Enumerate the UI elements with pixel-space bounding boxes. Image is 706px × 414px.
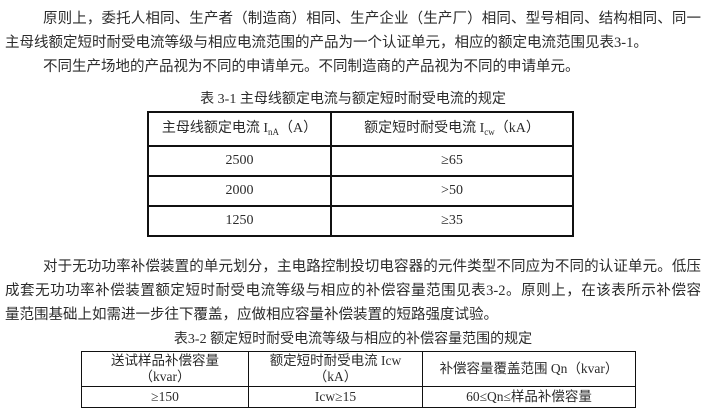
header-cell-icw: 额定短时耐受电流 Icw （kA）	[248, 351, 423, 387]
paragraph-unit-rules: 原则上，委托人相同、生产者（制造商）相同、生产企业（生产厂）相同、型号相同、结构…	[5, 7, 701, 55]
paragraph-line: 对于无功功率补偿装置的单元划分，主电路控制投切电容器的元件类型不同应为不同的认证…	[43, 259, 701, 275]
table-row: 1250 ≥35	[147, 205, 574, 237]
header-text: 额定短时耐受电流 Icw	[269, 353, 402, 368]
header-text: 送试样品补偿容量	[111, 353, 219, 368]
cell-withstand-current: ≥65	[330, 145, 574, 177]
table-header-row: 送试样品补偿容量 （kvar） 额定短时耐受电流 Icw （kA） 补偿容量覆盖…	[81, 351, 636, 387]
cell-withstand-current: >50	[330, 175, 574, 207]
cell-rated-current: 2000	[147, 175, 332, 207]
table1-caption: 表 3-1 主母线额定电流与额定短时耐受电流的规定	[200, 92, 506, 107]
cell-withstand-current: ≥35	[330, 205, 574, 237]
header-cell-withstand-current: 额定短时耐受电流 Icw（kA）	[330, 111, 574, 147]
cell-rated-current: 2500	[147, 145, 332, 177]
table-row: 2500 ≥65	[147, 145, 574, 177]
paragraph-application-units: 不同生产场地的产品视为不同的申请单元。不同制造商的产品视为不同的申请单元。	[5, 55, 701, 79]
table-row: ≥150 Icw≥15 60≤Qn≤样品补偿容量	[81, 386, 636, 408]
paragraph-compensation-rules: 对于无功功率补偿装置的单元划分，主电路控制投切电容器的元件类型不同应为不同的认证…	[5, 237, 701, 327]
cell-icw-level: Icw≥15	[248, 386, 423, 408]
cell-sample-capacity: ≥150	[81, 386, 249, 408]
subscript-nA: nA	[268, 127, 280, 137]
paragraph-line: 量范围基础上如需进一步往下覆盖，应做相应容量补偿装置的短路强度试验。	[5, 307, 498, 323]
table-compensation-capacity: 送试样品补偿容量 （kvar） 额定短时耐受电流 Icw （kA） 补偿容量覆盖…	[81, 351, 636, 408]
header-unit: （kvar）	[139, 369, 191, 384]
header-unit: （kA）	[494, 121, 540, 136]
header-unit: （A）	[279, 121, 318, 136]
subscript-cw: cw	[484, 127, 495, 137]
header-cell-coverage-range: 补偿容量覆盖范围 Qn（kvar）	[422, 351, 636, 387]
cell-rated-current: 1250	[147, 205, 332, 237]
header-cell-sample-capacity: 送试样品补偿容量 （kvar）	[81, 351, 249, 387]
paragraph-line: 主母线额定短时耐受电流等级与相应电流范围的产品为一个认证单元，相应的额定电流范围…	[5, 35, 648, 51]
header-unit: （kA）	[313, 369, 358, 384]
table-row: 2000 >50	[147, 175, 574, 207]
header-text: 主母线额定电流 I	[161, 121, 269, 136]
header-text: 额定短时耐受电流 I	[364, 121, 485, 136]
table2-caption: 表3-2 额定短时耐受电流等级与相应的补偿容量范围的规定	[173, 332, 533, 347]
paragraph-line: 成套无功功率补偿装置额定短时耐受电流等级与相应的补偿容量范围见表3-2。原则上，…	[5, 283, 701, 299]
paragraph-line: 不同生产场地的产品视为不同的申请单元。不同制造商的产品视为不同的申请单元。	[43, 59, 580, 75]
header-cell-rated-current: 主母线额定电流 InA（A）	[147, 111, 332, 147]
table-header-row: 主母线额定电流 InA（A） 额定短时耐受电流 Icw（kA）	[147, 111, 574, 147]
cell-coverage-range: 60≤Qn≤样品补偿容量	[422, 386, 636, 408]
table-busbar-current: 主母线额定电流 InA（A） 额定短时耐受电流 Icw（kA） 2500 ≥65…	[147, 111, 574, 237]
paragraph-line: 原则上，委托人相同、生产者（制造商）相同、生产企业（生产厂）相同、型号相同、结构…	[43, 11, 701, 27]
